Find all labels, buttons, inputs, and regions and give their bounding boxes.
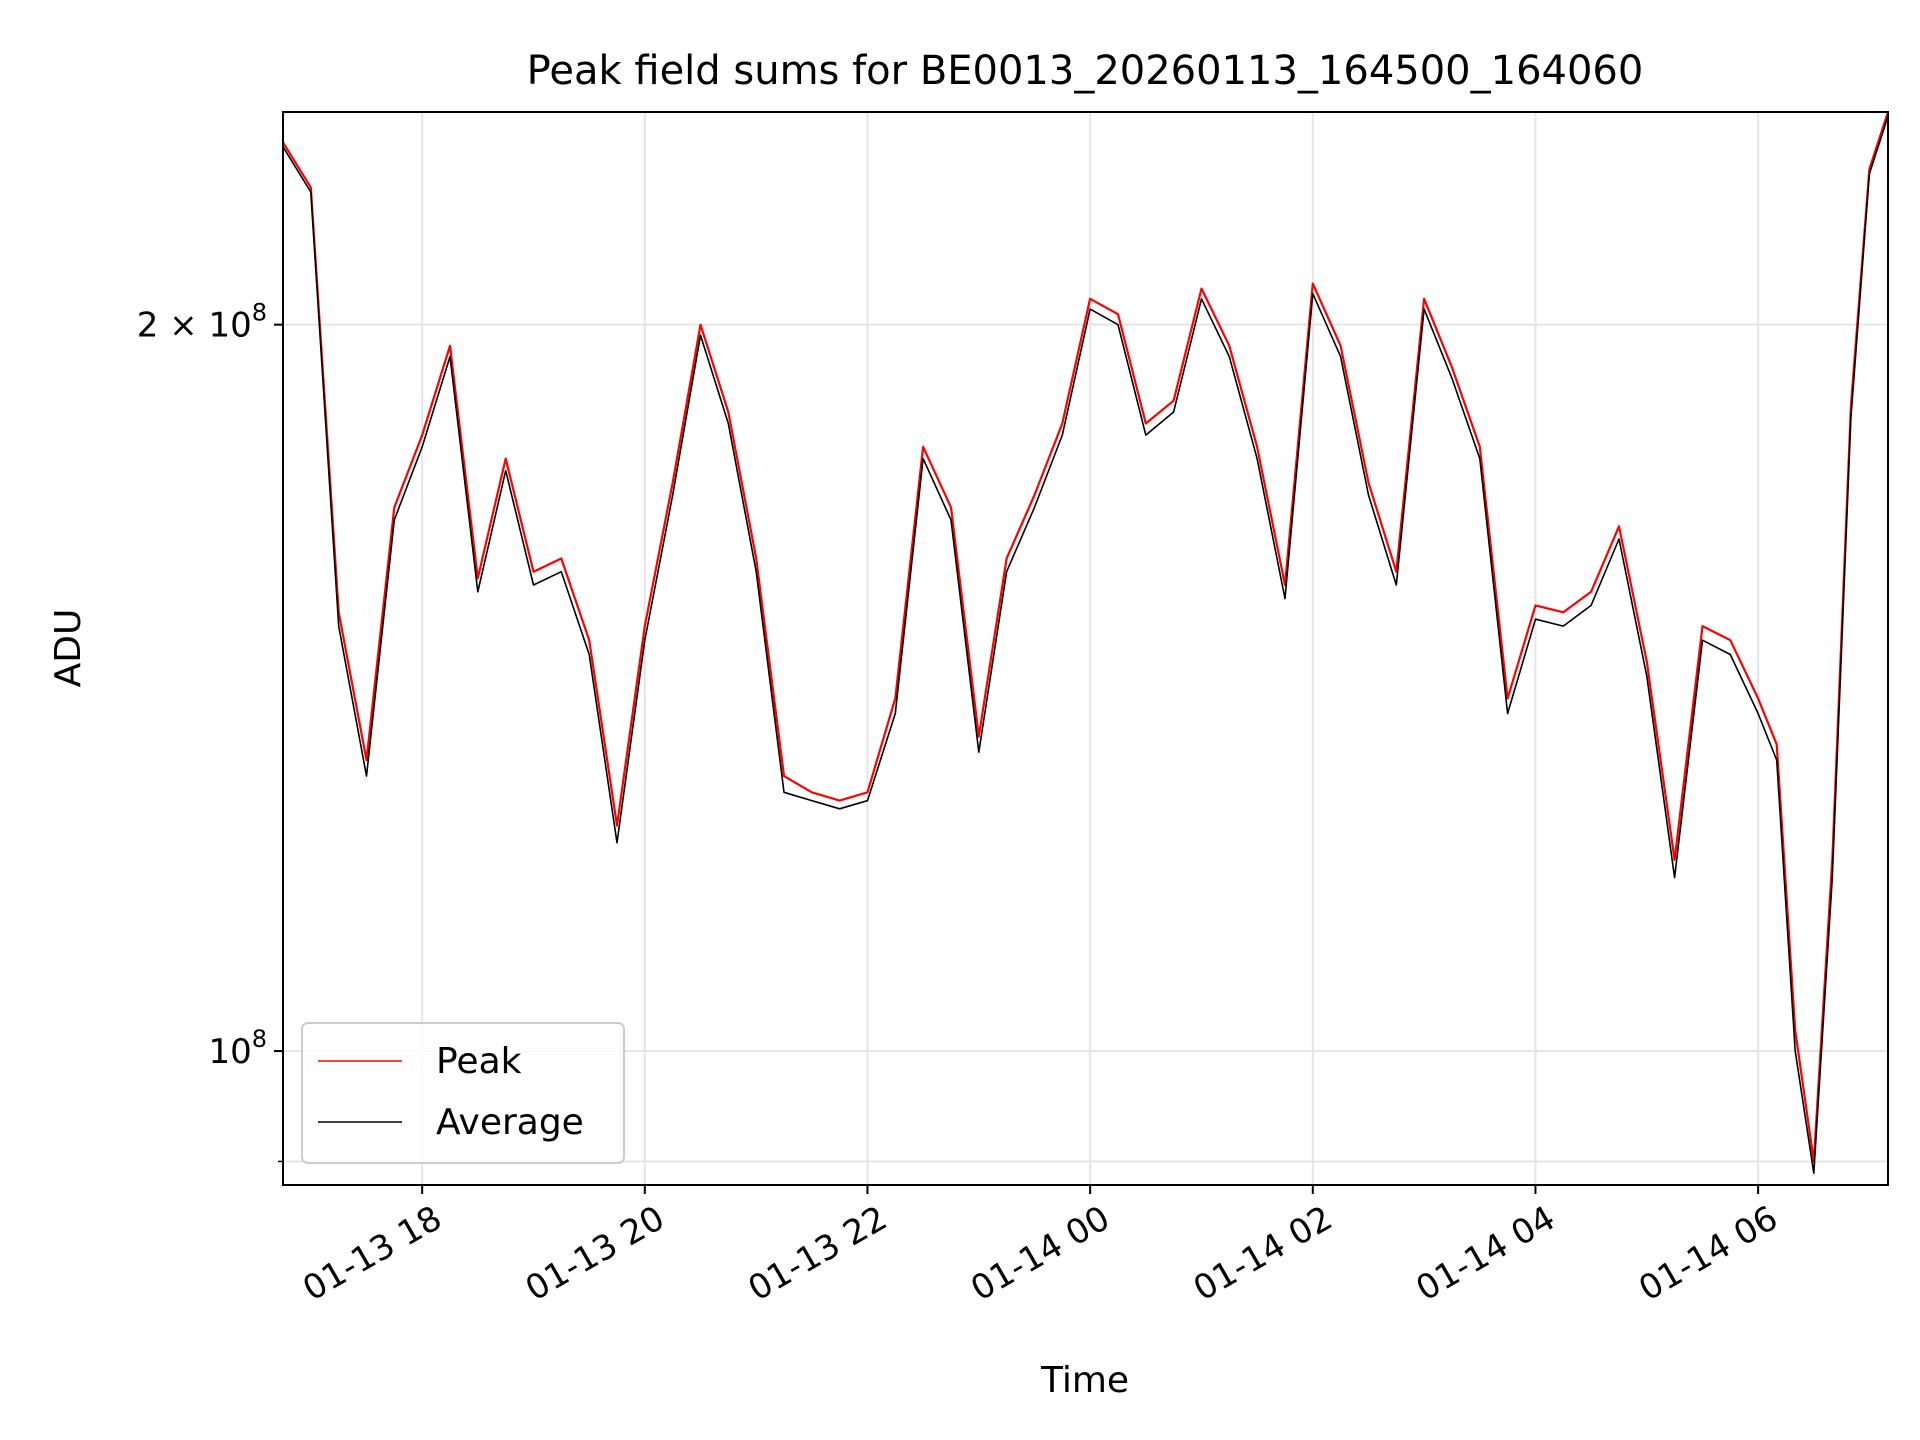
x-tick-label-4: 01-14 02 <box>1187 1198 1339 1309</box>
x-tick-label-0: 01-13 18 <box>296 1198 448 1309</box>
chart-title: Peak field sums for BE0013_20260113_1645… <box>527 48 1644 94</box>
y-tick-label-1: 108 <box>208 1025 267 1072</box>
legend-label-peak: Peak <box>436 1041 522 1082</box>
legend-box <box>301 1022 625 1164</box>
x-tick-label-6: 01-14 06 <box>1632 1198 1784 1309</box>
series-layer <box>282 111 1890 1174</box>
plot-area-frame <box>282 111 1889 1186</box>
x-axis: 01-13 18 01-13 20 01-13 22 01-14 00 01-14 02… <box>296 1185 1785 1309</box>
legend: Peak Average <box>301 1022 625 1164</box>
x-axis-label: Time <box>1040 1360 1129 1401</box>
y-axis: 2 × 108 108 <box>137 299 283 1163</box>
grid <box>283 112 1888 1185</box>
x-tick-label-1: 01-13 20 <box>519 1198 671 1309</box>
series-line-peak <box>282 111 1890 1163</box>
series-line-average <box>282 116 1889 1174</box>
legend-label-average: Average <box>436 1102 584 1143</box>
y-axis-label: ADU <box>48 609 89 688</box>
x-tick-label-2: 01-13 22 <box>742 1198 894 1309</box>
x-tick-label-5: 01-14 04 <box>1410 1198 1562 1309</box>
y-tick-label-0: 2 × 108 <box>137 299 267 346</box>
x-tick-label-3: 01-14 00 <box>964 1198 1116 1309</box>
